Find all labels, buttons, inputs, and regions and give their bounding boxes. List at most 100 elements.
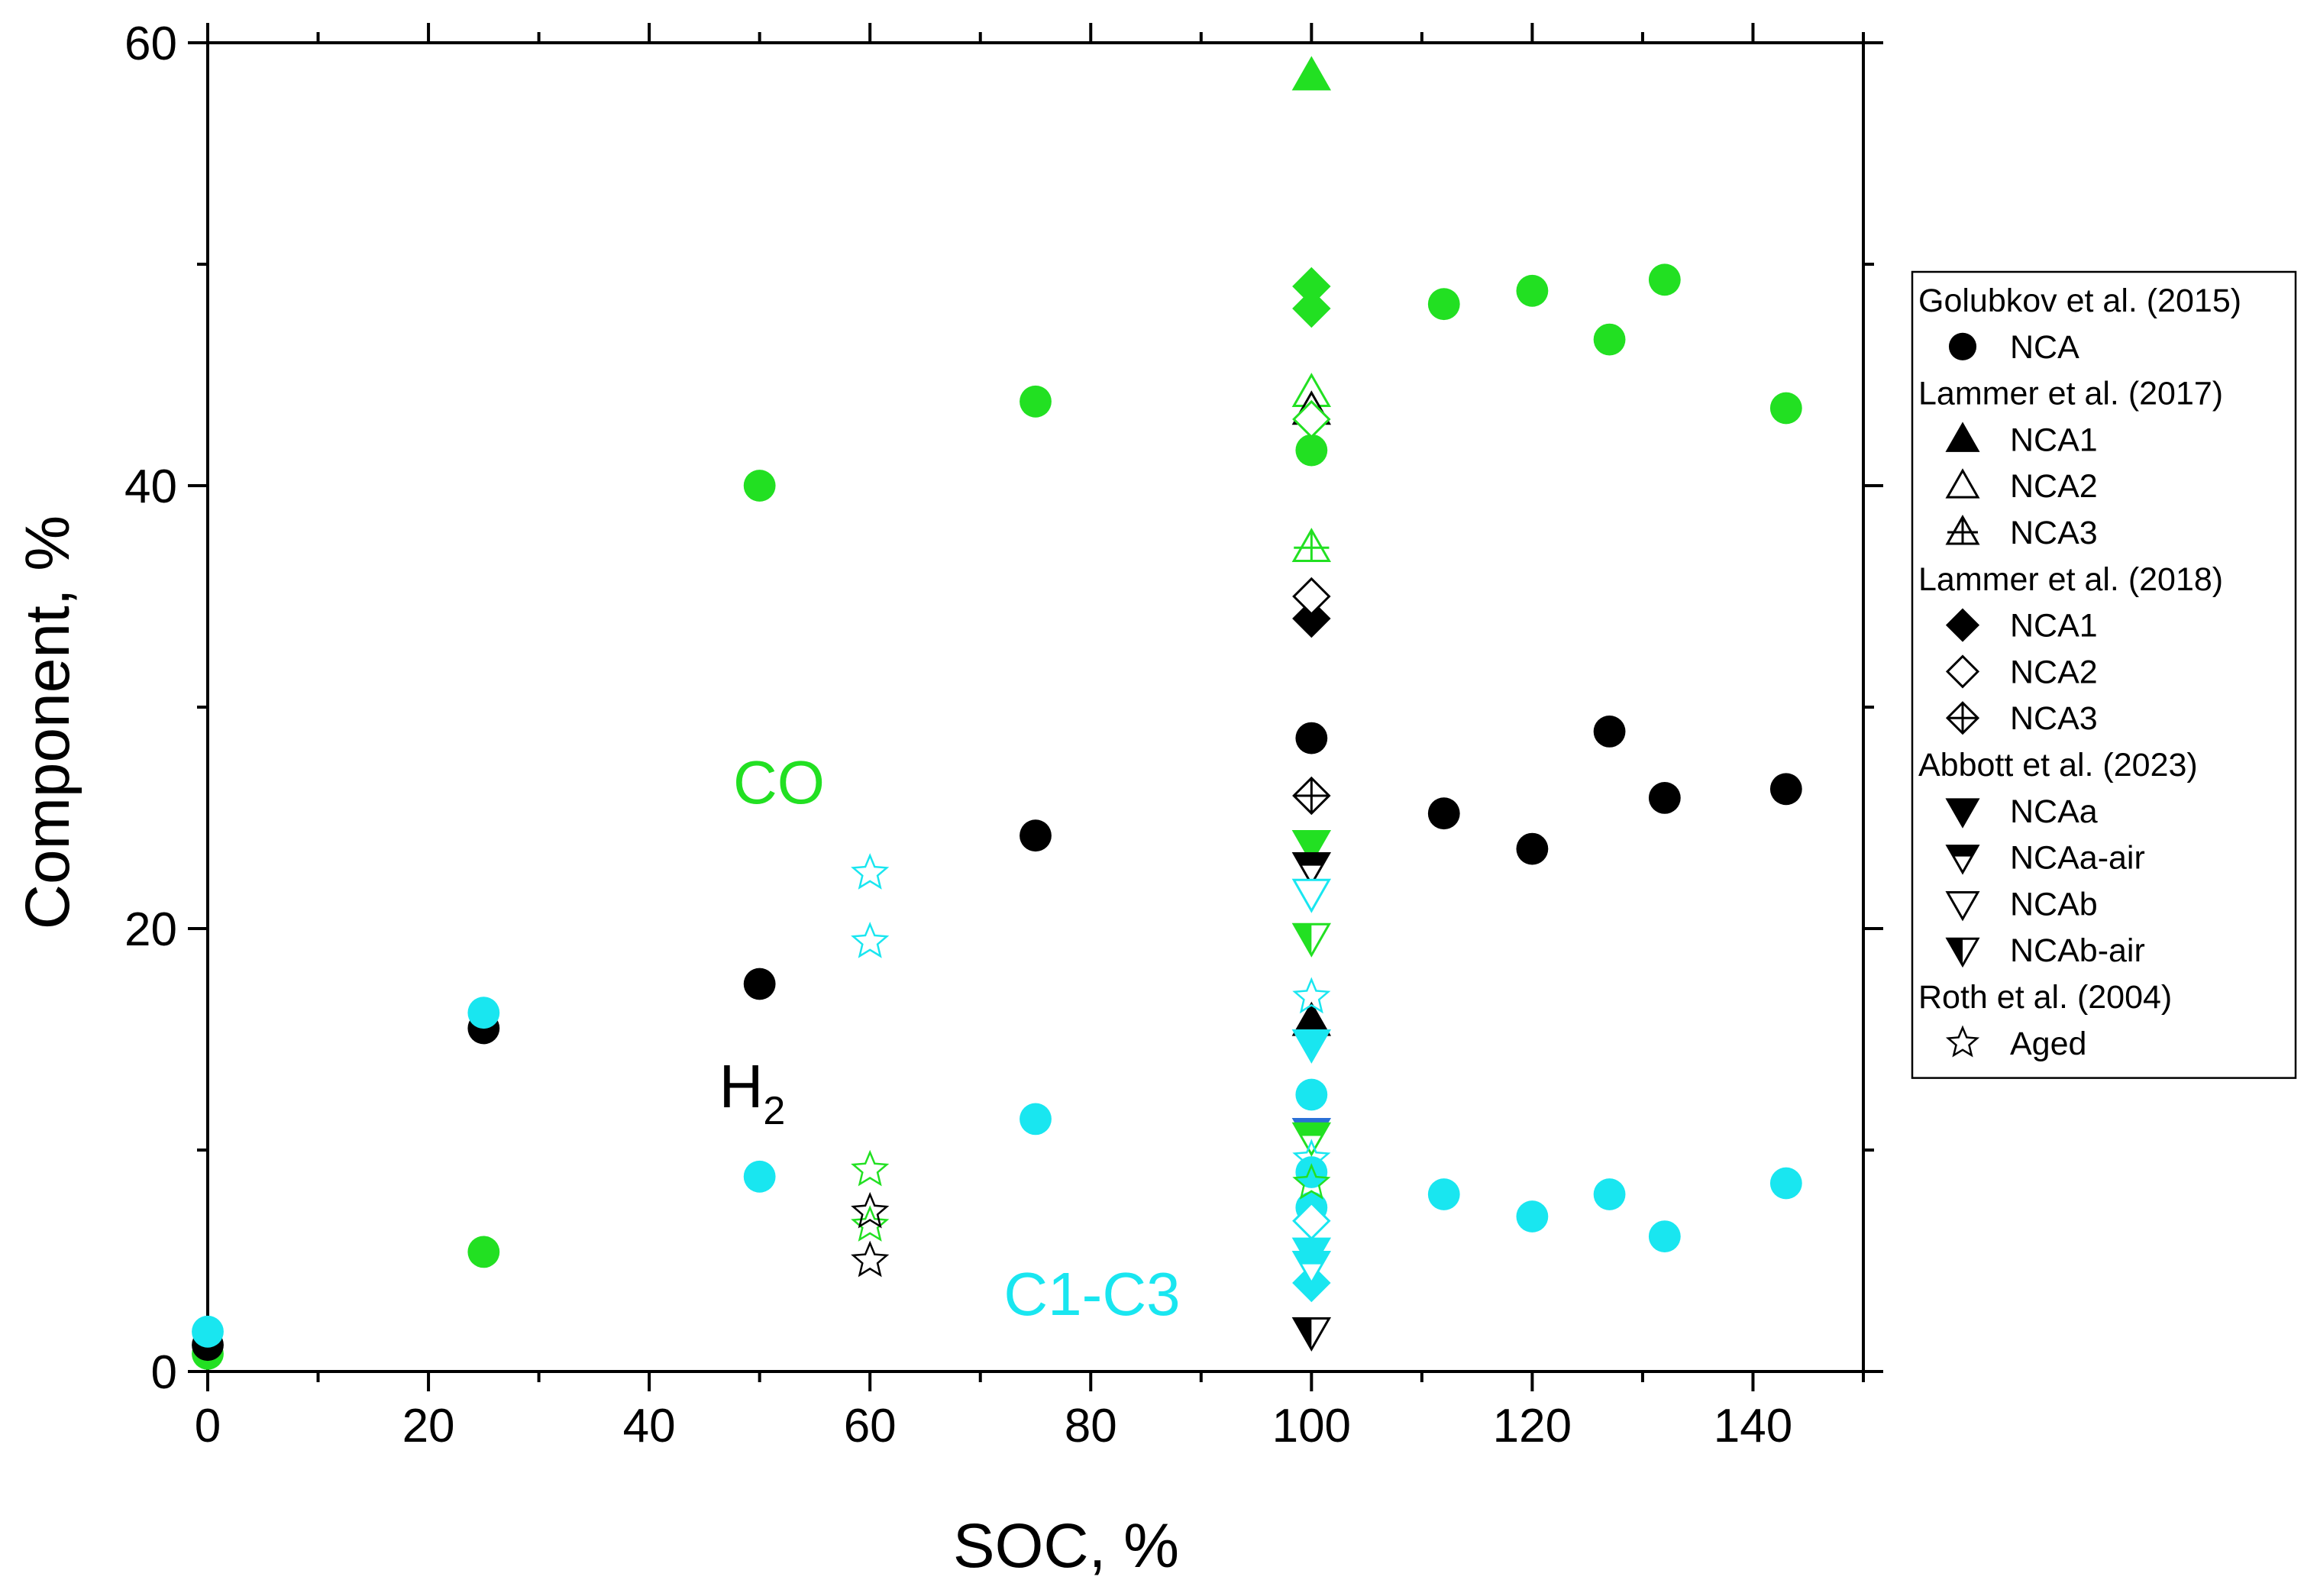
legend-entry-label: NCA2 [2010, 468, 2098, 505]
data-point [851, 1205, 890, 1242]
legend-marker [1945, 608, 1980, 642]
legend-entry-label: Aged [2010, 1026, 2086, 1062]
axes-frame [206, 41, 1865, 1373]
data-point [1593, 716, 1626, 748]
legend-entry-label: NCAa-air [2010, 840, 2145, 877]
data-point [1516, 274, 1549, 307]
data-point [1427, 797, 1460, 830]
series-2 [192, 997, 1802, 1348]
series-17 [1291, 851, 1332, 887]
annotation-co: CO [733, 748, 825, 816]
x-tick-label: 140 [1714, 1400, 1792, 1452]
data-point [1020, 1103, 1052, 1136]
data-point [1648, 782, 1681, 814]
y-axis-title: Component, % [13, 515, 82, 929]
legend-marker [1945, 422, 1980, 452]
data-point [851, 853, 890, 890]
legend-entry-label: NCA1 [2010, 422, 2098, 458]
data-point [851, 1191, 890, 1229]
x-tick-label: 120 [1493, 1400, 1572, 1452]
legend-entry-label: NCA2 [2010, 654, 2098, 690]
legend-marker [1945, 845, 1980, 875]
x-tick-label: 100 [1272, 1400, 1351, 1452]
data-point [1020, 385, 1052, 418]
legend-group-title: Abbott et al. (2023) [1918, 747, 2198, 783]
data-point [1020, 819, 1052, 852]
data-point [851, 922, 890, 958]
data-point [1291, 1250, 1332, 1285]
legend-entry-label: NCA3 [2010, 515, 2098, 551]
data-point [851, 1149, 890, 1187]
legend-marker [1945, 468, 1980, 499]
data-point [1291, 878, 1332, 913]
data-point [743, 1160, 776, 1193]
legend-marker [1945, 798, 1980, 829]
data-point [1427, 288, 1460, 321]
series-4 [1291, 56, 1332, 91]
legend-group-title: Lammer et al. (2017) [1918, 376, 2223, 412]
data-point [1295, 722, 1328, 754]
series-26 [851, 1149, 1331, 1242]
annotation-c1c3: C1-C3 [1003, 1260, 1180, 1328]
series-24 [1291, 1317, 1332, 1352]
data-points [192, 56, 1802, 1370]
data-point [1291, 56, 1332, 91]
legend-entry-label: NCA1 [2010, 608, 2098, 645]
series-7 [1291, 528, 1332, 563]
data-point [743, 968, 776, 1000]
series-23 [1291, 1237, 1332, 1285]
data-point [1648, 1220, 1681, 1252]
y-tick-label: 20 [124, 903, 177, 956]
data-point [1593, 323, 1626, 356]
legend-entry-label: NCA [2010, 329, 2079, 366]
data-point [1291, 1029, 1332, 1064]
data-point [1292, 599, 1331, 638]
series-1 [192, 716, 1802, 1362]
data-point [1292, 289, 1331, 328]
series-12 [1292, 577, 1331, 616]
series-27 [851, 1191, 890, 1278]
data-point [851, 1240, 890, 1278]
y-tick-label: 60 [124, 18, 177, 70]
data-point [1295, 434, 1328, 467]
data-point [1516, 832, 1549, 865]
axis-ticks: 0 20 40 60 80 100 120 140 0 20 40 60 [124, 18, 1883, 1452]
x-tick-label: 80 [1065, 1400, 1117, 1452]
legend-group-title: Golubkov et al. (2015) [1918, 283, 2241, 319]
data-point [467, 1236, 500, 1268]
series-25 [851, 853, 1331, 1175]
data-point [467, 997, 500, 1029]
legend-entry-label: NCA3 [2010, 700, 2098, 737]
data-point [1295, 1078, 1328, 1111]
legend-marker [1945, 1025, 1980, 1058]
legend-marker [1945, 515, 1980, 545]
data-point [1516, 1200, 1549, 1233]
x-tick-label: 20 [402, 1400, 455, 1452]
data-point [1291, 829, 1332, 864]
data-point [1292, 977, 1331, 1014]
legend-marker [1948, 332, 1977, 360]
legend-marker [1945, 890, 1980, 922]
plot-frame [206, 41, 1865, 1373]
x-tick-label: 0 [195, 1400, 221, 1452]
series-0 [192, 263, 1802, 1370]
data-point [1291, 851, 1332, 887]
legend-marker [1945, 654, 1980, 689]
legend-entry-label: NCAb-air [2010, 932, 2145, 969]
data-point [1291, 1317, 1332, 1352]
legend-marker [1945, 701, 1980, 735]
data-point [1769, 773, 1802, 806]
data-point [1648, 263, 1681, 296]
data-point [1292, 776, 1331, 816]
annotation-h2: H2 [719, 1052, 786, 1133]
series-20 [1291, 1029, 1332, 1064]
series-11 [1292, 399, 1331, 439]
data-point [1291, 528, 1332, 563]
x-tick-label: 40 [623, 1400, 676, 1452]
series-10 [1292, 599, 1331, 638]
data-point [1593, 1178, 1626, 1210]
y-tick-label: 0 [151, 1346, 177, 1399]
series-9 [1292, 267, 1331, 328]
data-point [1769, 1167, 1802, 1200]
